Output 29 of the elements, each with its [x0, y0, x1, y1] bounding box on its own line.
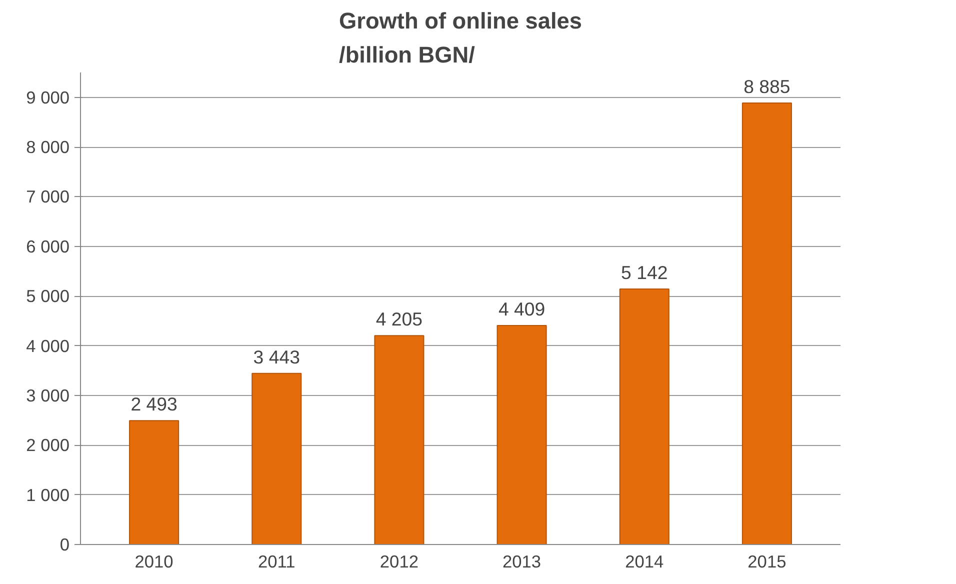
- y-tick-label: 2 000: [26, 435, 70, 456]
- data-label: 5 142: [621, 262, 668, 284]
- x-tick-label: 2010: [134, 552, 174, 572]
- x-tick-label: 2015: [748, 552, 786, 572]
- y-tick-label: 3 000: [26, 385, 70, 406]
- bar: [742, 102, 792, 544]
- y-tick-label: 0: [60, 534, 70, 554]
- y-tick-label: 7 000: [26, 186, 70, 207]
- bar: [619, 288, 670, 544]
- x-tick-label: 2014: [625, 552, 664, 572]
- y-tick-label: 1 000: [26, 484, 70, 505]
- bar: [496, 324, 547, 544]
- y-tick-label: 8 000: [26, 137, 70, 158]
- y-tick-label: 6 000: [26, 236, 70, 256]
- x-tick-label: 2011: [258, 552, 296, 572]
- bar: [129, 420, 180, 544]
- y-tick-label: 5 000: [26, 286, 70, 306]
- data-label: 3 443: [253, 346, 300, 368]
- data-label: 8 885: [744, 76, 790, 98]
- x-tick-label: 2013: [502, 552, 542, 572]
- bar: [252, 372, 302, 544]
- y-tick-label: 9 000: [26, 87, 70, 108]
- bar: [374, 335, 424, 544]
- data-label: 2 493: [130, 394, 178, 415]
- y-tick-label: 4 000: [26, 336, 70, 356]
- data-label: 4 409: [498, 298, 546, 320]
- chart-title: Growth of online sales /billion BGN/: [339, 8, 582, 68]
- x-tick-label: 2012: [380, 552, 418, 572]
- data-label: 4 205: [376, 308, 423, 330]
